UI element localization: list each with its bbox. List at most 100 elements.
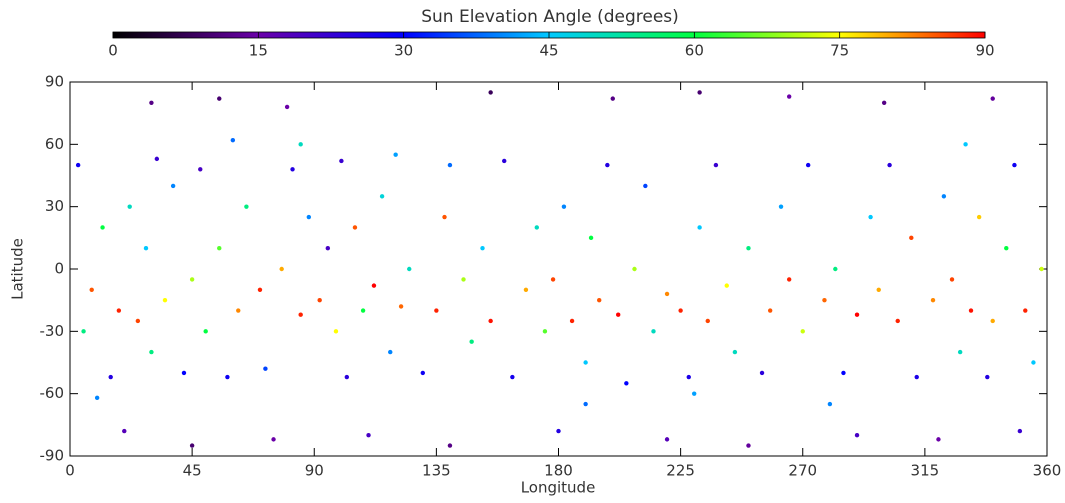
data-point xyxy=(887,162,892,168)
data-point xyxy=(534,225,539,230)
data-point xyxy=(1031,360,1036,365)
data-point xyxy=(279,266,284,272)
data-point xyxy=(447,443,453,448)
data-point xyxy=(344,374,350,380)
data-point xyxy=(1039,266,1044,272)
y-tick-label: 90 xyxy=(45,73,64,91)
data-point xyxy=(936,437,941,442)
data-point xyxy=(149,100,154,105)
data-point xyxy=(488,90,493,95)
y-tick-label: -90 xyxy=(40,447,65,465)
data-point xyxy=(624,381,629,386)
data-point xyxy=(827,401,833,407)
data-point xyxy=(284,104,290,110)
x-axis-label: Longitude xyxy=(521,479,596,497)
data-point xyxy=(379,194,385,199)
data-point xyxy=(805,162,811,168)
data-point xyxy=(542,329,548,334)
data-point xyxy=(909,235,914,241)
data-point xyxy=(800,329,805,334)
data-point xyxy=(420,370,426,376)
data-point xyxy=(81,329,86,334)
x-tick-label: 315 xyxy=(911,462,940,480)
data-point xyxy=(583,401,588,407)
data-point xyxy=(854,433,860,438)
data-point xyxy=(949,277,955,282)
data-point xyxy=(189,443,195,448)
data-point xyxy=(306,214,312,220)
data-point xyxy=(713,162,719,168)
data-point xyxy=(236,308,241,313)
data-point xyxy=(968,308,974,313)
data-point xyxy=(746,443,751,448)
data-point xyxy=(135,318,141,324)
data-point xyxy=(963,142,968,147)
data-point xyxy=(664,291,670,297)
x-tick-label: 270 xyxy=(788,462,817,480)
data-point xyxy=(876,287,881,292)
data-point xyxy=(691,391,697,396)
data-point xyxy=(94,395,100,401)
data-point xyxy=(447,162,453,168)
data-point xyxy=(664,437,670,442)
data-point xyxy=(352,225,358,230)
data-point xyxy=(678,308,683,313)
data-point xyxy=(1012,162,1017,168)
data-point xyxy=(616,312,621,317)
data-point xyxy=(198,167,203,172)
data-point xyxy=(127,204,132,209)
y-tick-label: -30 xyxy=(40,322,65,340)
data-point xyxy=(854,312,860,317)
data-point xyxy=(976,214,982,220)
data-point xyxy=(610,96,615,101)
data-point xyxy=(143,246,149,251)
data-point xyxy=(290,167,295,172)
data-point xyxy=(162,297,168,303)
x-tick-label: 90 xyxy=(305,462,324,480)
data-point xyxy=(371,283,377,288)
data-point xyxy=(230,137,236,143)
data-point xyxy=(686,374,691,380)
data-point xyxy=(388,349,393,355)
x-tick-label: 135 xyxy=(422,462,451,480)
data-point xyxy=(480,246,485,251)
data-point xyxy=(298,142,303,147)
data-point xyxy=(643,183,648,189)
data-point xyxy=(116,308,122,313)
data-point xyxy=(100,225,105,230)
data-point xyxy=(759,370,765,376)
data-point xyxy=(217,96,222,101)
data-point xyxy=(556,428,561,434)
data-point xyxy=(510,374,515,380)
data-point xyxy=(990,96,995,101)
y-tick-label: 0 xyxy=(54,260,64,278)
data-point xyxy=(149,349,154,355)
data-point xyxy=(442,214,447,220)
data-point xyxy=(360,308,366,313)
data-point xyxy=(298,312,303,317)
plot-frame xyxy=(69,81,1048,457)
data-point xyxy=(523,287,529,292)
data-point xyxy=(841,370,846,376)
x-tick-label: 225 xyxy=(666,462,695,480)
data-point xyxy=(632,266,637,272)
data-point xyxy=(833,266,838,272)
data-point xyxy=(569,318,575,324)
data-point xyxy=(339,158,344,164)
data-point xyxy=(778,204,784,209)
data-point xyxy=(985,374,990,380)
data-point xyxy=(108,374,113,380)
y-tick-label: 30 xyxy=(45,197,64,215)
data-point xyxy=(990,318,995,324)
data-point xyxy=(588,235,594,241)
data-point xyxy=(930,297,936,303)
data-point xyxy=(868,214,873,220)
y-tick-label: -60 xyxy=(40,384,65,402)
data-point xyxy=(333,329,339,334)
colorbar-tick-label: 90 xyxy=(975,42,994,60)
data-point xyxy=(746,246,751,251)
data-point xyxy=(398,304,404,309)
data-point xyxy=(170,183,176,189)
data-point xyxy=(786,94,792,99)
data-point xyxy=(786,277,792,282)
